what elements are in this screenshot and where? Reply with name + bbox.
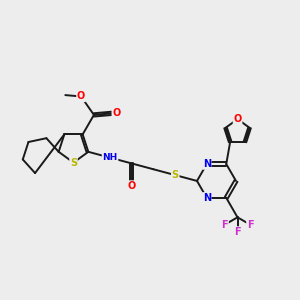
Text: N: N [203,193,211,203]
Text: O: O [112,108,121,118]
Text: F: F [247,220,253,230]
Text: S: S [172,170,179,180]
Text: S: S [70,158,77,168]
Text: F: F [221,220,228,230]
Text: O: O [77,92,85,101]
Text: N: N [203,159,211,169]
Text: NH: NH [102,153,118,162]
Text: F: F [234,227,241,237]
Text: O: O [128,181,136,191]
Text: O: O [233,114,242,124]
